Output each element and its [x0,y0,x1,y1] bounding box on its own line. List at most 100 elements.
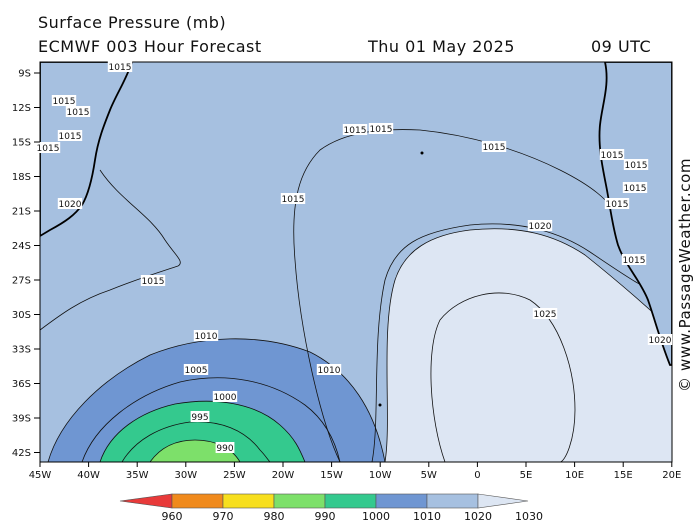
low-pressure-995-line [121,421,271,462]
isobar-label-bg [107,61,133,72]
legend-swatch [273,493,326,509]
legend-label: 970 [213,510,234,523]
lat-tick-label: 21S [12,207,31,218]
lon-tick-label: 20W [272,470,295,481]
legend-swatch [324,493,377,509]
isobar-label-bg [57,130,83,141]
isobar-label-bg [57,198,83,209]
lat-tick-label: 9S [18,69,31,80]
isobar-label: 1010 [195,332,218,342]
isobar-label-bg [532,308,558,319]
legend-label: 990 [315,510,336,523]
isobar-label: 1015 [59,132,82,142]
legend-label: 1000 [362,510,390,523]
legend-label: 960 [162,510,183,523]
isobar-label-bg [183,364,209,375]
isobar-label: 1000 [214,393,237,403]
isobar-label: 1015 [142,277,165,287]
isobar-label-bg [621,254,647,265]
isobar-1015-west [40,169,181,331]
lat-tick-label: 36S [12,379,31,390]
isobar-label-bg [215,442,235,453]
lon-tick-label: 40W [77,470,100,481]
lon-tick-label: 0 [474,470,480,481]
map-frame [39,61,673,463]
lat-tick-label: 30S [12,310,31,321]
map-field [40,62,672,462]
isobar-label-bg [190,411,210,422]
legend-swatch [375,493,428,509]
isobar-label-bg [140,275,166,286]
lon-tick-label: 15W [320,470,343,481]
isobar-label: 1020 [649,336,672,346]
isobar-label-bg [623,159,649,170]
isobar-label-bg [212,391,238,402]
legend-swatch [171,493,224,509]
africa-coastline [598,62,672,366]
lon-tick-label: 35W [126,470,149,481]
isobar-label: 1015 [483,143,506,153]
model-line: ECMWF 003 Hour Forecast [38,37,262,56]
isobar-label: 1015 [625,161,648,171]
isobar-1025 [430,292,576,462]
isobar-label: 1020 [529,222,552,232]
lon-tick-label: 30W [174,470,197,481]
lon-tick-label: 45W [29,470,52,481]
legend-label: 1030 [515,510,543,523]
lat-tick-label: 42S [12,448,31,459]
credit-text: © www.PassageWeather.com [676,157,694,392]
lat-tick-label: 12S [12,103,31,114]
isobar-1015-central [293,129,621,462]
isobar-label-bg [647,334,673,345]
lon-tick-label: 10E [565,470,584,481]
lon-tick-label: 5W [421,470,437,481]
isobar-label-bg [35,142,61,153]
forecast-date: Thu 01 May 2025 [368,37,515,56]
isobar-label-bg [316,364,342,375]
isobar-label: 1005 [185,366,208,376]
chart-title: Surface Pressure (mb) [38,13,227,32]
lat-tick-label: 33S [12,345,31,356]
pressure-legend: 960 970 980 990 1000 1010 1020 1030 [119,493,543,523]
low-pressure-1005-line [81,377,341,462]
lat-tick-label: 24S [12,241,31,252]
isobar-label: 1015 [109,63,132,73]
lat-tick-label: 15S [12,138,31,149]
isobar-label: 1015 [624,184,647,194]
isobar-label-bg [527,220,553,231]
isobar-label: 1015 [370,125,393,135]
isobar-label: 1015 [606,200,629,210]
lat-tick-label: 18S [12,172,31,183]
isobar-label-bg [622,182,648,193]
legend-label: 980 [264,510,285,523]
low-pressure-1000-area [99,400,306,462]
isobar-label-bg [599,149,625,160]
latitude-axis: 9S 12S 15S 18S 21S 24S 27S 30S 33S 36S 39S 42S [12,69,40,459]
high-pressure-1020-area [384,228,672,462]
legend-label: 1020 [464,510,492,523]
lat-tick-label: 39S [12,414,31,425]
isobar-1020 [371,223,672,462]
isobar-label-bg [368,123,394,134]
isobar-label: 1015 [282,195,305,205]
legend-swatch [426,493,479,509]
isobar-label: 995 [191,413,208,423]
isobar-label: 1015 [601,151,624,161]
isobar-label: 1015 [67,108,90,118]
isobar-label: 1010 [318,366,341,376]
isobar-label: 1020 [59,200,82,210]
isobar-label-bg [280,193,306,204]
isobar-label-bg [481,141,507,152]
isobar-label: 1015 [344,126,367,136]
island-marker [420,151,424,155]
lon-tick-label: 25W [223,470,246,481]
lon-tick-label: 5E [520,470,533,481]
legend-swatch [222,493,275,509]
lon-tick-label: 10W [369,470,392,481]
isobar-label: 1015 [53,97,76,107]
lon-tick-label: 15E [614,470,633,481]
isobar-label: 1015 [37,144,60,154]
isobar-label-bg [604,198,630,209]
